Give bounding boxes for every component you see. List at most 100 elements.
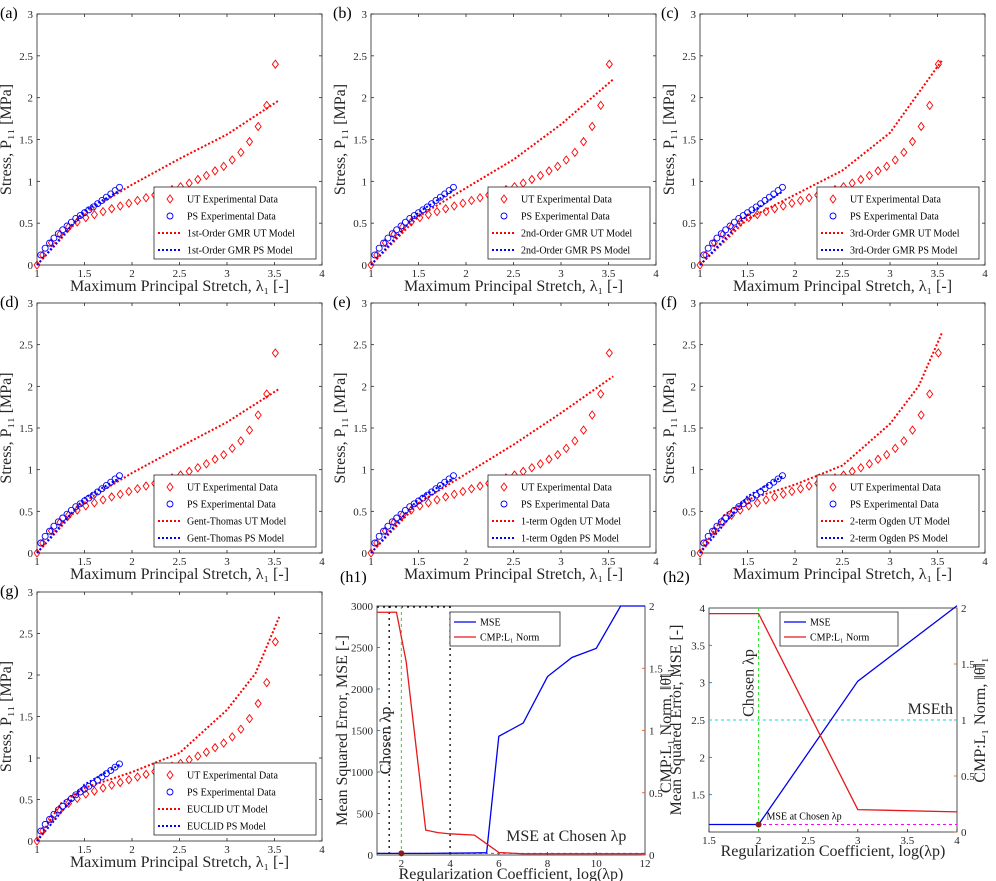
y-tick-label: 3 <box>362 298 368 310</box>
ut-data-point <box>228 155 236 165</box>
y-tick-label: 3 <box>28 587 34 599</box>
x-tick-label: 2.5 <box>173 556 187 568</box>
y-tick-label: 0.5 <box>353 506 367 518</box>
x-tick-label: 4 <box>319 268 325 280</box>
ut-data-point <box>459 486 467 497</box>
y-tick-label: 3000 <box>351 601 374 613</box>
ut-data-point <box>416 212 424 223</box>
x-tick-label: 2.5 <box>173 844 187 856</box>
y2-tick-label: 2 <box>649 601 655 613</box>
ut-data-point <box>407 217 415 227</box>
panel-g: 1 1.5 2 2.5 3 3.5 4 0 0.5 1 1.5 2 2.5 3 UT Experimenta… <box>0 583 325 871</box>
ut-data-point <box>442 492 450 502</box>
ps-data-point <box>111 475 119 483</box>
ps-data-point <box>94 776 102 784</box>
legend-entry: MSE <box>480 618 501 629</box>
l1-norm-line <box>377 611 645 855</box>
ps-data-point <box>111 763 119 771</box>
ps-data-point <box>401 218 409 226</box>
x-tick-label: 2 <box>463 268 469 280</box>
x-tick-label: 12 <box>640 858 651 870</box>
ut-data-point <box>116 489 124 499</box>
ut-data-point <box>33 836 41 846</box>
ut-data-point <box>90 786 98 796</box>
y-tick-label: 0.5 <box>353 218 367 230</box>
legend-entry: CMP:L₁ Norm <box>480 633 540 644</box>
ps-data-point <box>700 539 708 547</box>
ut-data-point <box>39 538 47 548</box>
y-tick-label: 0 <box>362 548 368 560</box>
y-tick-label: 500 <box>357 809 374 821</box>
x-tick-label: 3.5 <box>268 844 282 856</box>
panel-a: 1 1.5 2 2.5 3 3.5 4 0 0.5 1 1.5 2 2.5 3 UT Experimenta… <box>0 5 325 295</box>
panel-label: (c) <box>661 5 679 22</box>
ut-data-point <box>263 100 271 111</box>
ps-data-point <box>63 798 71 806</box>
ps-data-point <box>752 491 760 499</box>
ut-data-point <box>254 410 262 420</box>
ps-data-point <box>37 827 45 835</box>
ps-model-line <box>36 189 121 266</box>
ut-model-line <box>699 59 944 266</box>
ps-data-point <box>67 795 75 802</box>
x-tick-label: 4 <box>954 835 960 847</box>
x-tick-label: 3.5 <box>602 268 616 280</box>
ut-data-point <box>562 443 570 454</box>
ps-data-point <box>717 230 725 238</box>
ps-data-point <box>774 475 782 483</box>
y-axis-label: Stress, P₁₁ [MPa] <box>661 84 678 195</box>
y-tick-label: 3 <box>28 298 34 310</box>
ps-data-point <box>41 820 49 828</box>
x-tick-label: 1.5 <box>78 556 92 568</box>
x-tick-label: 2.5 <box>507 268 521 280</box>
ut-data-point <box>519 466 527 477</box>
ut-data-point <box>536 170 544 181</box>
legend-entry: 1-term Ogden PS Model <box>521 534 619 545</box>
ut-data-point <box>133 484 142 494</box>
x-tick-label: 4 <box>653 268 659 280</box>
y-tick-label: 1 <box>362 465 368 477</box>
l1-norm-line <box>709 612 958 813</box>
y-tick-label: 2000 <box>351 684 374 696</box>
ps-data-point <box>761 485 769 493</box>
ps-data-point <box>371 539 379 547</box>
x-tick-label: 1.5 <box>741 556 755 568</box>
ut-data-point <box>116 777 124 788</box>
y-tick-label: 2.5 <box>682 51 696 63</box>
ut-data-point <box>125 774 133 785</box>
ut-data-point <box>865 170 873 181</box>
ps-data-point <box>98 485 106 493</box>
ut-data-point <box>788 486 796 497</box>
ps-data-point <box>393 514 401 522</box>
ut-data-point <box>605 348 613 358</box>
ps-data-point <box>436 193 444 201</box>
ut-data-point <box>571 436 579 446</box>
ut-data-point <box>805 481 813 491</box>
ps-data-point <box>441 190 449 198</box>
ut-data-point <box>263 677 271 688</box>
x-tick-label: 2 <box>399 858 405 870</box>
ut-data-point <box>82 789 90 799</box>
ut-data-point <box>891 443 899 454</box>
y-tick-label: 2.5 <box>19 51 33 63</box>
x-tick-label: 2 <box>792 556 798 568</box>
ps-data-point <box>50 522 58 530</box>
y-tick-label: 1 <box>362 176 368 188</box>
panel-b: 1 1.5 2 2.5 3 3.5 4 0 0.5 1 1.5 2 2.5 3 UT Experimenta… <box>332 5 659 295</box>
panel-label: (h1) <box>340 569 367 586</box>
ut-data-point <box>874 454 882 465</box>
x-axis-label: Maximum Principal Stretch, λ₁ [-] <box>70 278 289 295</box>
legend-entry: 3rd-Order GMR UT Model <box>850 229 960 240</box>
y-tick-label: 2.5 <box>19 340 33 352</box>
legend-ut-marker <box>500 482 508 492</box>
y-axis-label: Mean Squared Error, MSE [-] <box>668 625 685 816</box>
y-axis-label: Mean Squared Error, MSE [-] <box>334 635 351 826</box>
ut-data-point <box>528 174 536 185</box>
ut-data-point <box>194 751 202 761</box>
ps-data-point <box>116 760 123 768</box>
x-tick-label: 1 <box>368 268 374 280</box>
y-axis-label: Stress, P₁₁ [MPa] <box>0 661 15 772</box>
y2-tick-label: 0 <box>649 850 655 862</box>
x-tick-label: 4 <box>982 268 988 280</box>
y-tick-label: 1.5 <box>682 423 696 435</box>
